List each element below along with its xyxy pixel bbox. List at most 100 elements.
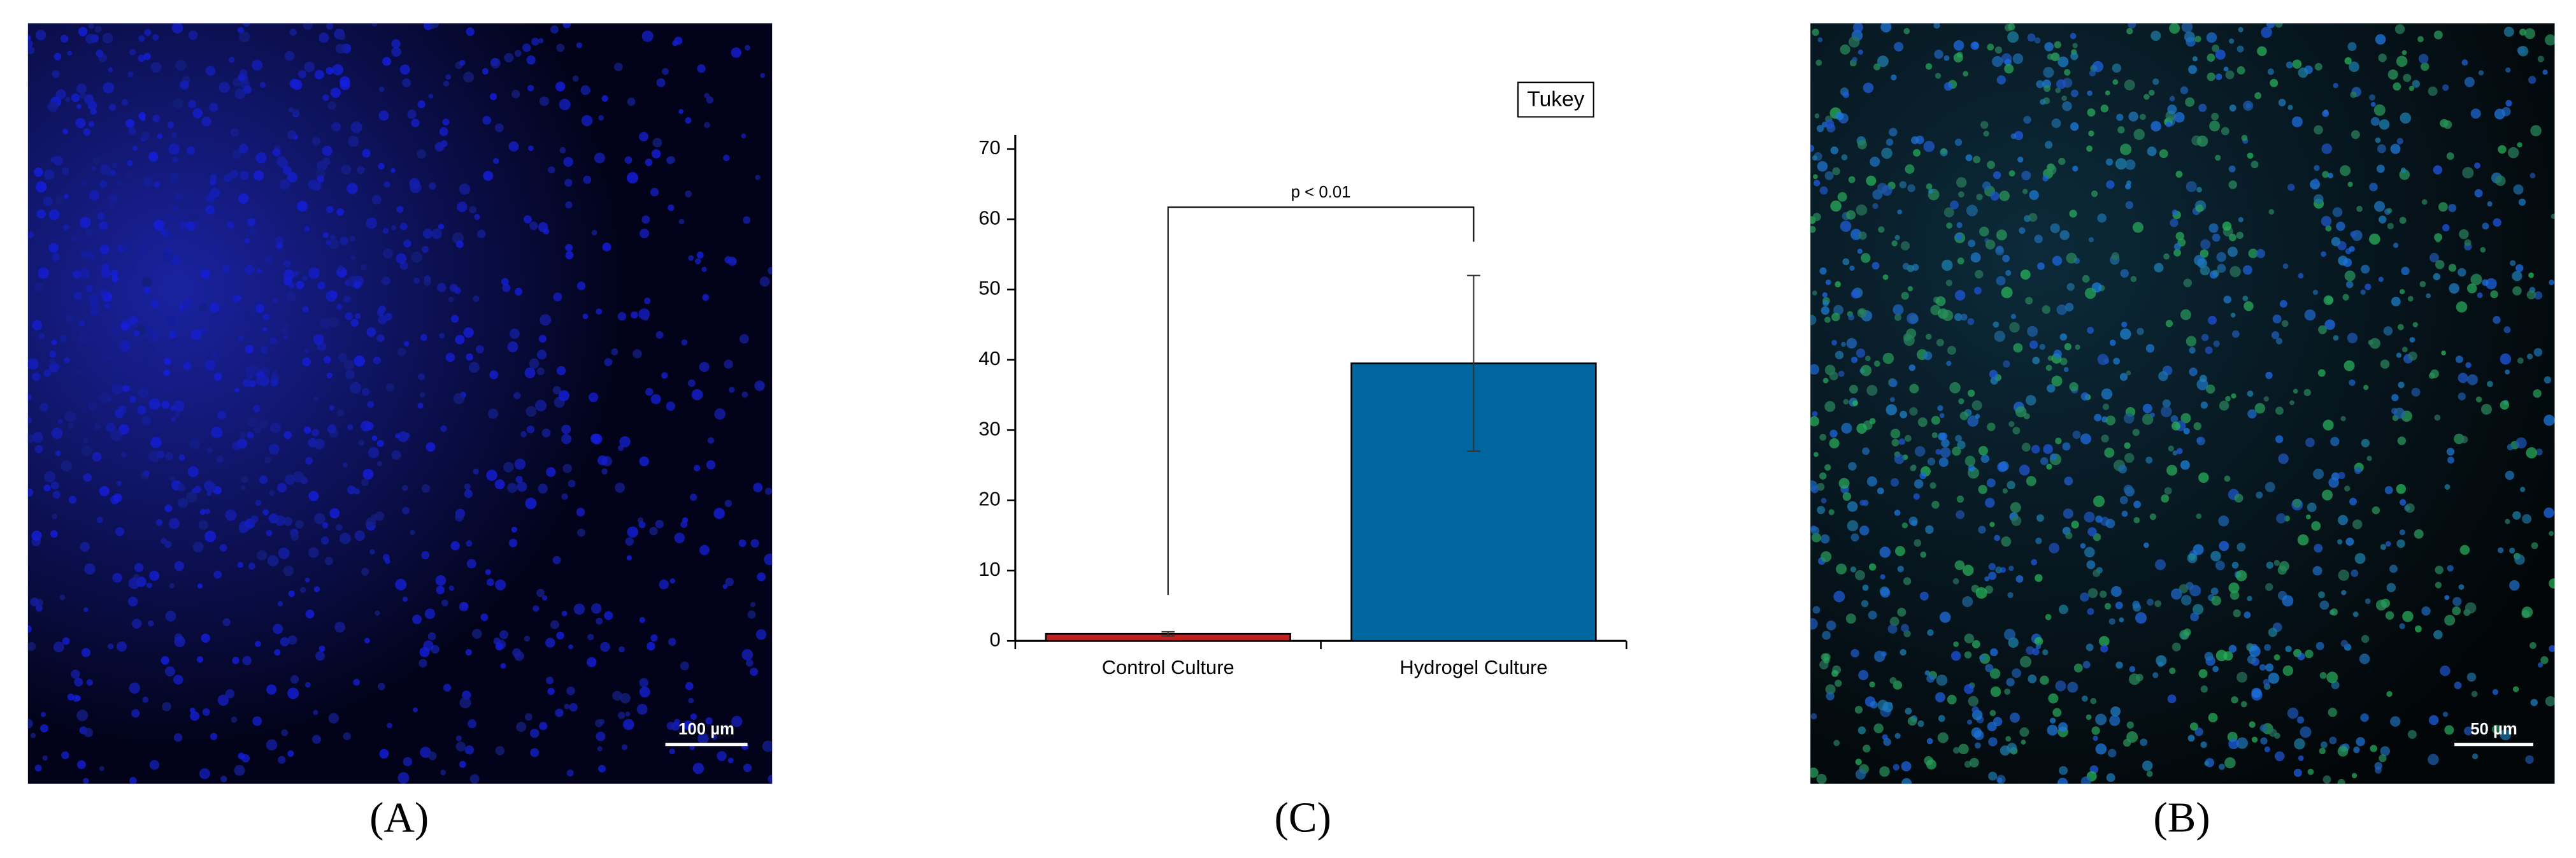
cell (2132, 222, 2143, 233)
cell (2124, 453, 2135, 463)
cell (1824, 401, 1836, 412)
cell (252, 404, 261, 413)
cell (2034, 637, 2043, 646)
cell (2393, 243, 2399, 248)
cell (1849, 265, 1855, 271)
cell (2219, 541, 2229, 552)
cell (52, 70, 60, 78)
cell (2043, 444, 2053, 454)
cell (343, 359, 355, 370)
y-tick-label: 70 (978, 136, 1000, 159)
cell (199, 303, 207, 312)
cell (2459, 229, 2469, 240)
cell (2505, 67, 2511, 73)
cell (139, 243, 148, 252)
cell (220, 776, 227, 783)
cell (293, 270, 299, 276)
cell (101, 268, 111, 278)
cell (244, 238, 250, 244)
cell (315, 169, 326, 179)
cell (81, 648, 91, 657)
cell (2394, 24, 2405, 34)
cell (2303, 389, 2311, 396)
cell (1859, 526, 1870, 536)
cell (129, 776, 137, 784)
cell (52, 513, 58, 520)
cell (1835, 281, 1842, 288)
cell (2281, 320, 2289, 327)
cell (108, 202, 115, 209)
cell (2433, 273, 2440, 281)
cell (1988, 737, 1998, 747)
cell (509, 328, 520, 339)
cell (2135, 612, 2147, 624)
cell (1825, 279, 1831, 285)
cell (270, 379, 278, 387)
cell (621, 744, 627, 750)
cell (2466, 672, 2477, 682)
cell (1935, 296, 1946, 306)
cell (210, 173, 217, 182)
cell (1848, 36, 1860, 48)
cell (2200, 239, 2211, 250)
cell (559, 147, 566, 154)
cell (2256, 248, 2266, 259)
cell (1885, 404, 1898, 416)
cell (2386, 583, 2396, 592)
cell (192, 221, 199, 227)
cell (47, 101, 59, 112)
cell (493, 638, 501, 645)
cell (561, 434, 572, 445)
cell (2180, 460, 2190, 470)
cell (513, 392, 521, 399)
cell (262, 327, 268, 332)
cell (2161, 494, 2170, 503)
cell (2158, 371, 2168, 382)
cell (34, 282, 44, 292)
cell (2438, 202, 2448, 212)
cell (366, 217, 377, 229)
cell (161, 656, 169, 665)
cell (1843, 399, 1849, 405)
cell (131, 709, 140, 718)
cell (2314, 125, 2323, 135)
cell (2275, 23, 2283, 28)
cell (1931, 432, 1938, 438)
cell (2227, 247, 2238, 257)
cell (259, 475, 268, 484)
cell (260, 82, 266, 88)
cell (222, 264, 231, 273)
cell (35, 29, 47, 41)
cell (636, 703, 648, 715)
cell (2363, 385, 2369, 390)
cell (1890, 428, 1901, 439)
cell (421, 484, 431, 493)
cell (590, 603, 602, 614)
cell (2236, 231, 2243, 240)
cell (2175, 171, 2183, 178)
cell (121, 99, 129, 106)
cell (2341, 590, 2347, 596)
cell (165, 452, 173, 461)
cell (598, 115, 605, 121)
cell (202, 708, 210, 716)
cell (127, 160, 133, 166)
cell (2390, 143, 2401, 154)
cell (582, 313, 589, 319)
cell (2311, 521, 2321, 531)
cell (2086, 714, 2092, 720)
cell (326, 372, 333, 379)
cell (2347, 42, 2357, 52)
cell (80, 92, 87, 99)
cell (702, 294, 710, 301)
cell (2087, 108, 2096, 117)
cell (2204, 761, 2210, 766)
cell (706, 460, 716, 469)
cell (2278, 453, 2289, 464)
cell (1968, 240, 1976, 247)
cell (1926, 674, 1935, 683)
cell (2268, 672, 2280, 684)
cell (2169, 667, 2176, 675)
cell (669, 578, 676, 584)
